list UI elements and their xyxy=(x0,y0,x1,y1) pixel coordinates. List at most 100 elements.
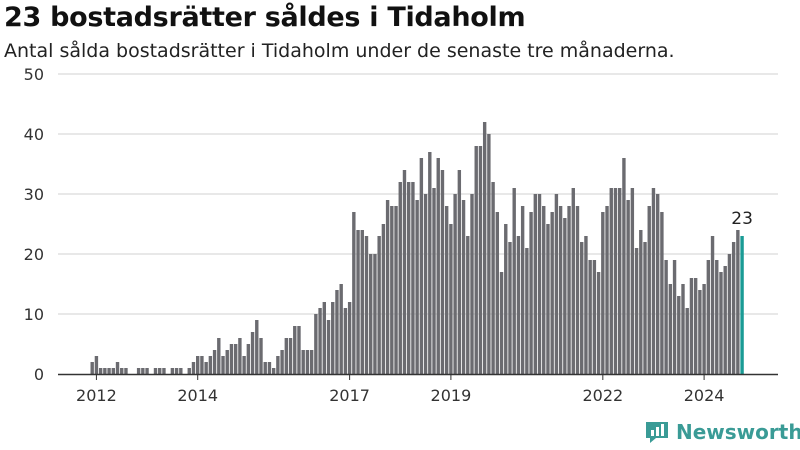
bar xyxy=(567,206,571,374)
bar xyxy=(174,368,179,374)
bar xyxy=(499,272,504,374)
bar xyxy=(267,362,272,374)
bar xyxy=(681,284,685,374)
bar xyxy=(655,194,660,374)
bar xyxy=(90,362,94,374)
x-tick-label: 2012 xyxy=(76,386,117,405)
bar xyxy=(402,170,407,374)
bar xyxy=(719,272,723,374)
bar xyxy=(461,200,466,374)
x-tick-label: 2019 xyxy=(431,386,472,405)
bar xyxy=(588,260,592,374)
bar xyxy=(145,368,149,374)
bar xyxy=(537,194,542,374)
bar xyxy=(322,302,326,374)
bar xyxy=(436,158,440,374)
bar xyxy=(250,332,255,374)
bar xyxy=(449,224,453,374)
bar xyxy=(723,266,727,374)
y-tick-label: 30 xyxy=(24,185,44,204)
bar xyxy=(546,224,550,374)
bar xyxy=(373,254,377,374)
bar xyxy=(259,338,263,374)
bar xyxy=(103,368,107,374)
bar xyxy=(120,368,124,374)
bar xyxy=(107,368,111,374)
bar xyxy=(276,356,280,374)
bar xyxy=(664,260,668,374)
chart-title: 23 bostadsrätter såldes i Tidaholm xyxy=(4,2,526,33)
bar xyxy=(356,230,360,374)
bar xyxy=(571,188,575,374)
bar xyxy=(584,236,588,374)
bar xyxy=(115,362,120,374)
bar xyxy=(618,188,622,374)
bar xyxy=(550,212,554,374)
bar xyxy=(255,320,259,374)
bar xyxy=(542,206,546,374)
bar xyxy=(377,236,381,374)
bar xyxy=(225,350,229,374)
y-tick-label: 0 xyxy=(34,365,44,384)
bar xyxy=(233,344,238,374)
bar xyxy=(693,278,698,374)
bar xyxy=(609,188,613,374)
bar-latest xyxy=(740,236,744,374)
bar xyxy=(419,158,424,374)
bar xyxy=(672,260,677,374)
y-tick-label: 40 xyxy=(24,125,44,144)
bar xyxy=(487,134,491,374)
bar xyxy=(293,326,297,374)
bar xyxy=(685,308,689,374)
bar xyxy=(394,206,398,374)
bar xyxy=(343,308,348,374)
bar xyxy=(731,242,736,374)
x-tick-label: 2022 xyxy=(582,386,623,405)
bar xyxy=(318,308,322,374)
bar xyxy=(153,368,158,374)
bar xyxy=(411,182,415,374)
bar xyxy=(444,206,449,374)
bar xyxy=(339,284,343,374)
bar xyxy=(605,206,609,374)
bar xyxy=(221,356,225,374)
bar xyxy=(613,188,618,374)
bar xyxy=(352,212,356,374)
bar xyxy=(736,230,740,374)
bar xyxy=(331,302,335,374)
bar xyxy=(280,350,284,374)
bar xyxy=(592,260,597,374)
bar xyxy=(474,146,478,374)
bar xyxy=(554,194,559,374)
bar xyxy=(698,290,702,374)
bar xyxy=(508,242,512,374)
bar xyxy=(200,356,204,374)
bar xyxy=(385,200,390,374)
bar xyxy=(689,278,694,374)
bar xyxy=(407,182,411,374)
bar xyxy=(191,362,196,374)
bar xyxy=(710,236,715,374)
bar xyxy=(360,230,364,374)
bar xyxy=(457,170,462,374)
x-tick-label: 2014 xyxy=(177,386,218,405)
bar xyxy=(470,194,474,374)
bar xyxy=(601,212,605,374)
bar xyxy=(715,260,719,374)
bar xyxy=(558,206,563,374)
bar xyxy=(98,368,103,374)
bar xyxy=(381,224,386,374)
bar xyxy=(491,182,495,374)
bar xyxy=(453,194,457,374)
bar xyxy=(309,350,314,374)
bar xyxy=(179,368,183,374)
bar xyxy=(398,182,402,374)
bar xyxy=(428,152,432,374)
bar xyxy=(158,368,162,374)
bars xyxy=(90,122,744,374)
bar xyxy=(525,248,529,374)
bar xyxy=(415,200,419,374)
bar xyxy=(668,284,673,374)
latest-value-label: 23 xyxy=(731,209,753,229)
